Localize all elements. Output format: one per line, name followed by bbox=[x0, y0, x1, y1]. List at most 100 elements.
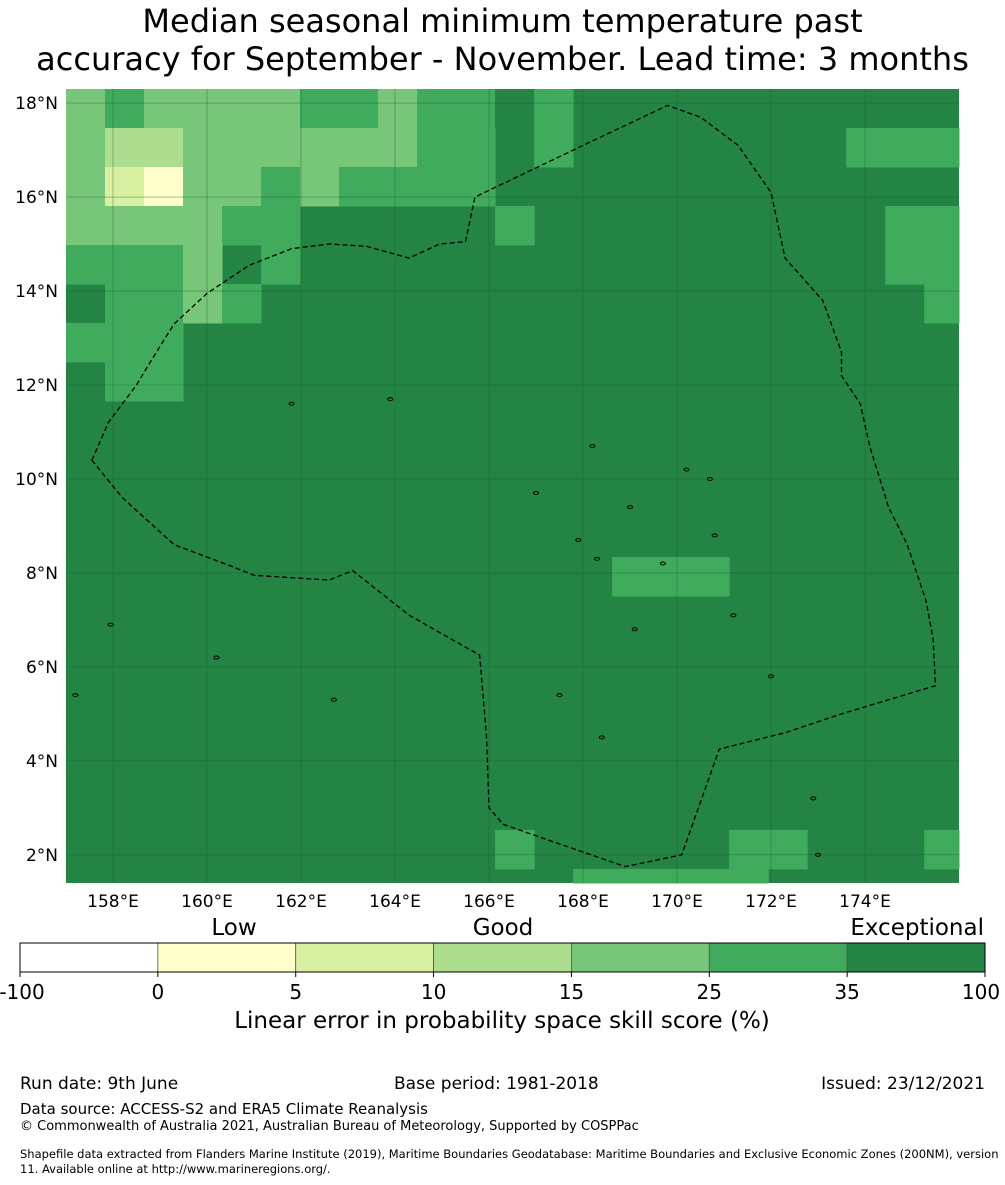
skill-cell bbox=[651, 556, 691, 597]
title-line-1: Median seasonal minimum temperature past bbox=[142, 2, 863, 40]
lat-tick-label: 4°N bbox=[26, 752, 58, 772]
skill-cell bbox=[573, 868, 613, 884]
skill-cell bbox=[183, 283, 223, 324]
colorbar-tick-label: 100 bbox=[962, 980, 1000, 1004]
skill-cell bbox=[144, 127, 184, 168]
skill-cell bbox=[105, 166, 145, 207]
skill-cell bbox=[690, 556, 730, 597]
eez-boundary bbox=[91, 104, 937, 868]
skill-cell bbox=[378, 89, 418, 129]
island-outline bbox=[627, 505, 633, 510]
skill-cell bbox=[378, 166, 418, 207]
skill-cell bbox=[66, 322, 106, 363]
colorbar-block bbox=[157, 942, 297, 973]
colorbar-label: Linear error in probability space skill … bbox=[234, 1008, 770, 1034]
island-outlines bbox=[72, 397, 821, 857]
skill-cell bbox=[222, 205, 262, 246]
skill-cell bbox=[846, 127, 886, 168]
skill-cell bbox=[417, 127, 457, 168]
island-outline bbox=[768, 674, 774, 679]
colorbar-ticks: -100 0 5 10 15 25 35 100 bbox=[0, 972, 1000, 1004]
colorbar-block bbox=[708, 942, 848, 973]
skill-cell bbox=[885, 244, 925, 285]
skill-cell bbox=[885, 127, 925, 168]
skill-cell bbox=[183, 127, 223, 168]
skill-cell bbox=[456, 127, 496, 168]
skill-cell bbox=[261, 244, 301, 285]
island-outline bbox=[213, 655, 220, 660]
category-label-low: Low bbox=[211, 915, 256, 941]
title-line-2: accuracy for September - November. Lead … bbox=[36, 40, 969, 78]
skill-cell bbox=[105, 89, 145, 129]
island-outline bbox=[706, 476, 713, 481]
skill-cell bbox=[768, 829, 808, 870]
island-outline bbox=[810, 796, 817, 801]
colorbar-tick-label: 0 bbox=[151, 980, 164, 1004]
lon-tick-label: 164°E bbox=[369, 892, 421, 910]
skill-cell bbox=[144, 244, 184, 285]
data-source: Data source: ACCESS-S2 and ERA5 Climate … bbox=[20, 1100, 428, 1118]
skill-cell bbox=[534, 89, 574, 129]
skill-cell bbox=[261, 89, 301, 129]
skill-cell bbox=[144, 89, 184, 129]
skill-cell bbox=[378, 127, 418, 168]
chart-title: Median seasonal minimum temperature past… bbox=[0, 2, 1005, 78]
skill-map: 158°E 160°E 162°E 164°E 166°E 168°E 170°E 172°E… bbox=[15, 89, 960, 910]
colorbar-tick-label: 5 bbox=[289, 980, 302, 1004]
latitude-ticks: 18°N 16°N 14°N 12°N 10°N 8°N 6°N 4°N 2°N bbox=[15, 94, 58, 866]
skill-cell bbox=[222, 89, 262, 129]
lat-tick-label: 14°N bbox=[15, 282, 58, 302]
skill-cell bbox=[339, 127, 379, 168]
lon-tick-label: 162°E bbox=[275, 892, 327, 910]
skill-cell bbox=[612, 556, 652, 597]
colorbar-tick-label: -100 bbox=[0, 980, 45, 1004]
skill-cell bbox=[105, 283, 145, 324]
lon-tick-label: 174°E bbox=[839, 892, 891, 910]
colorbar-block bbox=[19, 942, 159, 973]
island-outline bbox=[683, 467, 690, 472]
skill-cell bbox=[300, 89, 340, 129]
island-outline bbox=[659, 561, 666, 566]
skill-cell bbox=[144, 322, 184, 363]
skill-cell bbox=[144, 166, 184, 207]
island-outline bbox=[711, 533, 718, 538]
lat-tick-label: 2°N bbox=[26, 846, 58, 866]
colorbar-block bbox=[433, 942, 572, 973]
lat-tick-label: 8°N bbox=[26, 564, 58, 584]
skill-cell bbox=[612, 868, 652, 884]
island-outline bbox=[72, 693, 79, 698]
lon-tick-label: 160°E bbox=[181, 892, 233, 910]
skill-cell bbox=[183, 205, 223, 246]
lat-tick-label: 12°N bbox=[15, 376, 58, 396]
lat-tick-label: 18°N bbox=[15, 94, 58, 114]
skill-cell bbox=[261, 205, 301, 246]
skill-cell bbox=[456, 89, 496, 129]
colorbar-tick-label: 25 bbox=[697, 980, 722, 1004]
skill-cell bbox=[66, 166, 106, 207]
skill-cell bbox=[261, 127, 301, 168]
colorbar-block bbox=[295, 942, 434, 973]
island-outline bbox=[631, 627, 638, 632]
skill-cell bbox=[222, 283, 262, 324]
lon-tick-label: 172°E bbox=[745, 892, 797, 910]
skill-cell bbox=[729, 868, 769, 884]
colorbar-block bbox=[571, 942, 710, 973]
island-outline bbox=[330, 697, 337, 702]
lon-tick-label: 166°E bbox=[463, 892, 515, 910]
skill-cell bbox=[222, 127, 262, 168]
skill-cell bbox=[495, 205, 535, 246]
skill-cell bbox=[924, 283, 960, 324]
skill-grid bbox=[66, 89, 960, 884]
skill-cell bbox=[144, 205, 184, 246]
colorbar-tick-label: 10 bbox=[421, 980, 446, 1004]
skill-cell bbox=[885, 205, 925, 246]
colorbar-blocks bbox=[19, 942, 986, 973]
island-outline bbox=[730, 613, 737, 618]
lon-tick-label: 170°E bbox=[651, 892, 703, 910]
skill-cell bbox=[339, 89, 379, 129]
lon-tick-label: 168°E bbox=[557, 892, 609, 910]
skill-cell bbox=[66, 127, 106, 168]
skill-cell bbox=[924, 244, 960, 285]
skill-cell bbox=[924, 205, 960, 246]
category-label-good: Good bbox=[473, 915, 534, 941]
